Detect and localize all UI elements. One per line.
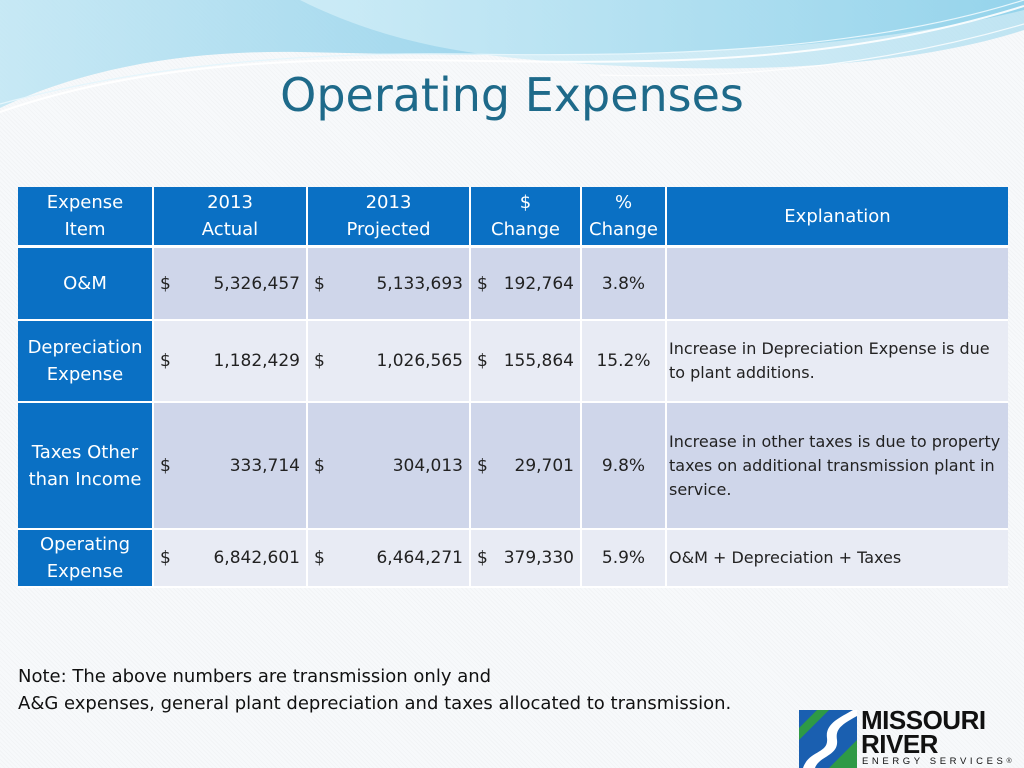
page-title: Operating Expenses bbox=[280, 68, 744, 122]
header-expense-item: Expense Item bbox=[18, 187, 154, 248]
expense-item-cell: Operating Expense bbox=[18, 530, 154, 588]
footnote: Note: The above numbers are transmission… bbox=[18, 663, 731, 717]
change-cell: $379,330 bbox=[471, 530, 582, 588]
expense-item-cell: Depreciation Expense bbox=[18, 321, 154, 403]
table-row-operating-expense: Operating Expense $6,842,601 $6,464,271 $… bbox=[18, 530, 1008, 588]
projected-cell: $304,013 bbox=[308, 403, 471, 530]
logo-text-river: RIVER bbox=[861, 729, 938, 759]
river-logo-icon bbox=[799, 710, 857, 768]
explanation-cell bbox=[667, 248, 1008, 321]
table-header-row: Expense Item 2013 Actual 2013 Projected $ Ch… bbox=[18, 187, 1008, 248]
change-cell: $192,764 bbox=[471, 248, 582, 321]
expense-item-cell: O&M bbox=[18, 248, 154, 321]
footnote-line-2: A&G expenses, general plant depreciation… bbox=[18, 693, 732, 714]
table-row-taxes: Taxes Other than Income $333,714 $304,013… bbox=[18, 403, 1008, 530]
logo-text-missouri: MISSOURI bbox=[861, 705, 986, 735]
header-2013-actual: 2013 Actual bbox=[154, 187, 308, 248]
projected-cell: $1,026,565 bbox=[308, 321, 471, 403]
table-row-om: O&M $5,326,457 $5,133,693 $192,764 3.8% bbox=[18, 248, 1008, 321]
change-cell: $155,864 bbox=[471, 321, 582, 403]
header-explanation: Explanation bbox=[667, 187, 1008, 248]
projected-cell: $6,464,271 bbox=[308, 530, 471, 588]
change-cell: $29,701 bbox=[471, 403, 582, 530]
actual-cell: $5,326,457 bbox=[154, 248, 308, 321]
expense-item-cell: Taxes Other than Income bbox=[18, 403, 154, 530]
footnote-line-1: Note: The above numbers are transmission… bbox=[18, 666, 492, 687]
registered-mark: ® bbox=[1006, 758, 1012, 765]
header-swoosh-decoration bbox=[0, 0, 1024, 113]
actual-cell: $333,714 bbox=[154, 403, 308, 530]
logo-text-energy-services: ENERGY SERVICES® bbox=[862, 756, 1012, 767]
explanation-cell: O&M + Depreciation + Taxes bbox=[667, 530, 1008, 588]
explanation-cell: Increase in Depreciation Expense is due … bbox=[667, 321, 1008, 403]
projected-cell: $5,133,693 bbox=[308, 248, 471, 321]
table-row-depreciation: Depreciation Expense $1,182,429 $1,026,56… bbox=[18, 321, 1008, 403]
operating-expenses-table: Expense Item 2013 Actual 2013 Projected $ Ch… bbox=[18, 187, 1008, 588]
percent-change-cell: 15.2% bbox=[582, 321, 667, 403]
explanation-cell: Increase in other taxes is due to proper… bbox=[667, 403, 1008, 530]
actual-cell: $6,842,601 bbox=[154, 530, 308, 588]
company-logo: MISSOURI RIVER ENERGY SERVICES® bbox=[799, 705, 1023, 768]
header-dollar-change: $ Change bbox=[471, 187, 582, 248]
percent-change-cell: 9.8% bbox=[582, 403, 667, 530]
percent-change-cell: 3.8% bbox=[582, 248, 667, 321]
header-2013-projected: 2013 Projected bbox=[308, 187, 471, 248]
header-percent-change: % Change bbox=[582, 187, 667, 248]
actual-cell: $1,182,429 bbox=[154, 321, 308, 403]
percent-change-cell: 5.9% bbox=[582, 530, 667, 588]
